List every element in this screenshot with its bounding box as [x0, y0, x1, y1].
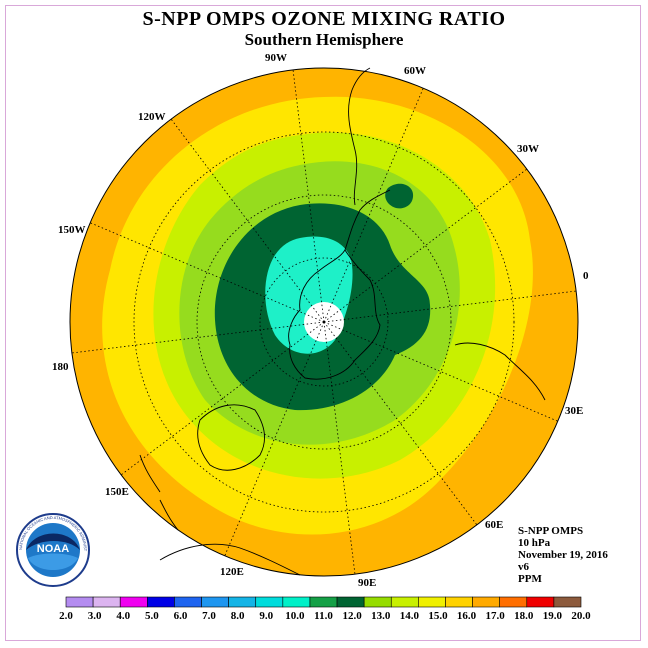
colorbar-swatch [553, 596, 582, 608]
lon-label-120e: 120E [220, 566, 244, 578]
southeast-asia-coastline [159, 543, 301, 576]
lon-label-30e: 30E [565, 405, 583, 417]
colorbar-tick-label: 17.0 [485, 610, 505, 622]
colorbar-tick-label: 15.0 [428, 610, 448, 622]
africa-coastline [454, 342, 546, 401]
colorbar-tick-label: 3.0 [87, 610, 102, 622]
colorbar-tick-label: 18.0 [514, 610, 534, 622]
noaa-logo-bird [26, 533, 80, 550]
colorbar-swatch [147, 596, 175, 608]
contour-12ppm-patch [385, 183, 414, 209]
lon-label-150e: 150E [105, 486, 129, 498]
colorbar-swatch [282, 596, 311, 608]
antarctic-peninsula-coastline [344, 189, 391, 251]
lon-label-180: 180 [52, 361, 69, 373]
colorbar-swatch [201, 596, 229, 608]
info-units: PPM [518, 573, 542, 585]
info-version: v6 [518, 561, 529, 573]
colorbar-swatch [119, 596, 148, 608]
colorbar [65, 596, 582, 608]
colorbar-tick-label: 6.0 [173, 610, 188, 622]
lon-label-90e: 90E [358, 577, 376, 589]
map-subtitle: Southern Hemisphere [244, 30, 404, 49]
latitude-circle-3 [133, 131, 515, 513]
lon-label-90w: 90W [265, 52, 287, 64]
colorbar-tick-label: 13.0 [371, 610, 391, 622]
latitude-circle-2 [196, 194, 452, 450]
coastlines [139, 67, 546, 576]
lon-label-30w: 30W [517, 143, 539, 155]
colorbar-swatch [174, 596, 202, 608]
graticule [71, 69, 577, 575]
new-zealand-coastline [139, 454, 179, 531]
lon-label-60e: 60E [485, 519, 503, 531]
colorbar-swatch [309, 596, 338, 608]
colorbar-swatch [255, 596, 284, 608]
colorbar-tick-label: 11.0 [314, 610, 333, 622]
colorbar-swatch [472, 596, 500, 608]
australia-coastline [197, 404, 266, 471]
colorbar-swatch [499, 596, 528, 608]
colorbar-swatch [526, 596, 555, 608]
colorbar-swatch [445, 596, 473, 608]
colorbar-swatch [92, 596, 121, 608]
colorbar-tick-label: 12.0 [342, 610, 362, 622]
longitude-labels: 90W 60W 30W 0 30E 60E 90E 120E 150E 180 … [52, 52, 589, 589]
colorbar-swatch [418, 596, 446, 608]
noaa-logo-text: NOAA [37, 543, 69, 555]
info-level: 10 hPa [518, 537, 551, 549]
colorbar-swatch [228, 596, 257, 608]
colorbar-swatch [363, 596, 392, 608]
map-title: S-NPP OMPS OZONE MIXING RATIO [142, 8, 506, 30]
colorbar-tick-label: 2.0 [59, 610, 73, 622]
page-frame [5, 5, 641, 641]
colorbar-swatch [65, 596, 94, 608]
lon-label-0: 0 [583, 270, 589, 282]
info-instrument: S-NPP OMPS [518, 525, 584, 537]
lon-label-60w: 60W [404, 65, 426, 77]
colorbar-swatch [390, 596, 419, 608]
lon-label-150w: 150W [58, 224, 86, 236]
noaa-logo-wave [28, 553, 78, 570]
colorbar-tick-label: 9.0 [259, 610, 274, 622]
ozone-field [70, 68, 578, 576]
info-date: November 19, 2016 [518, 549, 608, 561]
colorbar-tick-label: 8.0 [230, 610, 245, 622]
colorbar-tick-label: 7.0 [202, 610, 216, 622]
colorbar-tick-label: 16.0 [456, 610, 477, 622]
colorbar-swatch [336, 596, 365, 608]
colorbar-tick-label: 4.0 [116, 610, 131, 622]
colorbar-tick-label: 5.0 [144, 610, 159, 622]
south-america-coastline [348, 67, 371, 206]
antarctica-coastline [288, 249, 381, 380]
colorbar-tick-label: 14.0 [399, 610, 419, 622]
lon-label-120w: 120W [138, 111, 166, 123]
map-border [69, 67, 579, 577]
colorbar-tick-label: 10.0 [285, 610, 305, 622]
latitude-circle-1 [259, 257, 389, 387]
colorbar-tick-label: 19.0 [542, 610, 562, 622]
colorbar-tick-label: 20.0 [571, 610, 591, 622]
